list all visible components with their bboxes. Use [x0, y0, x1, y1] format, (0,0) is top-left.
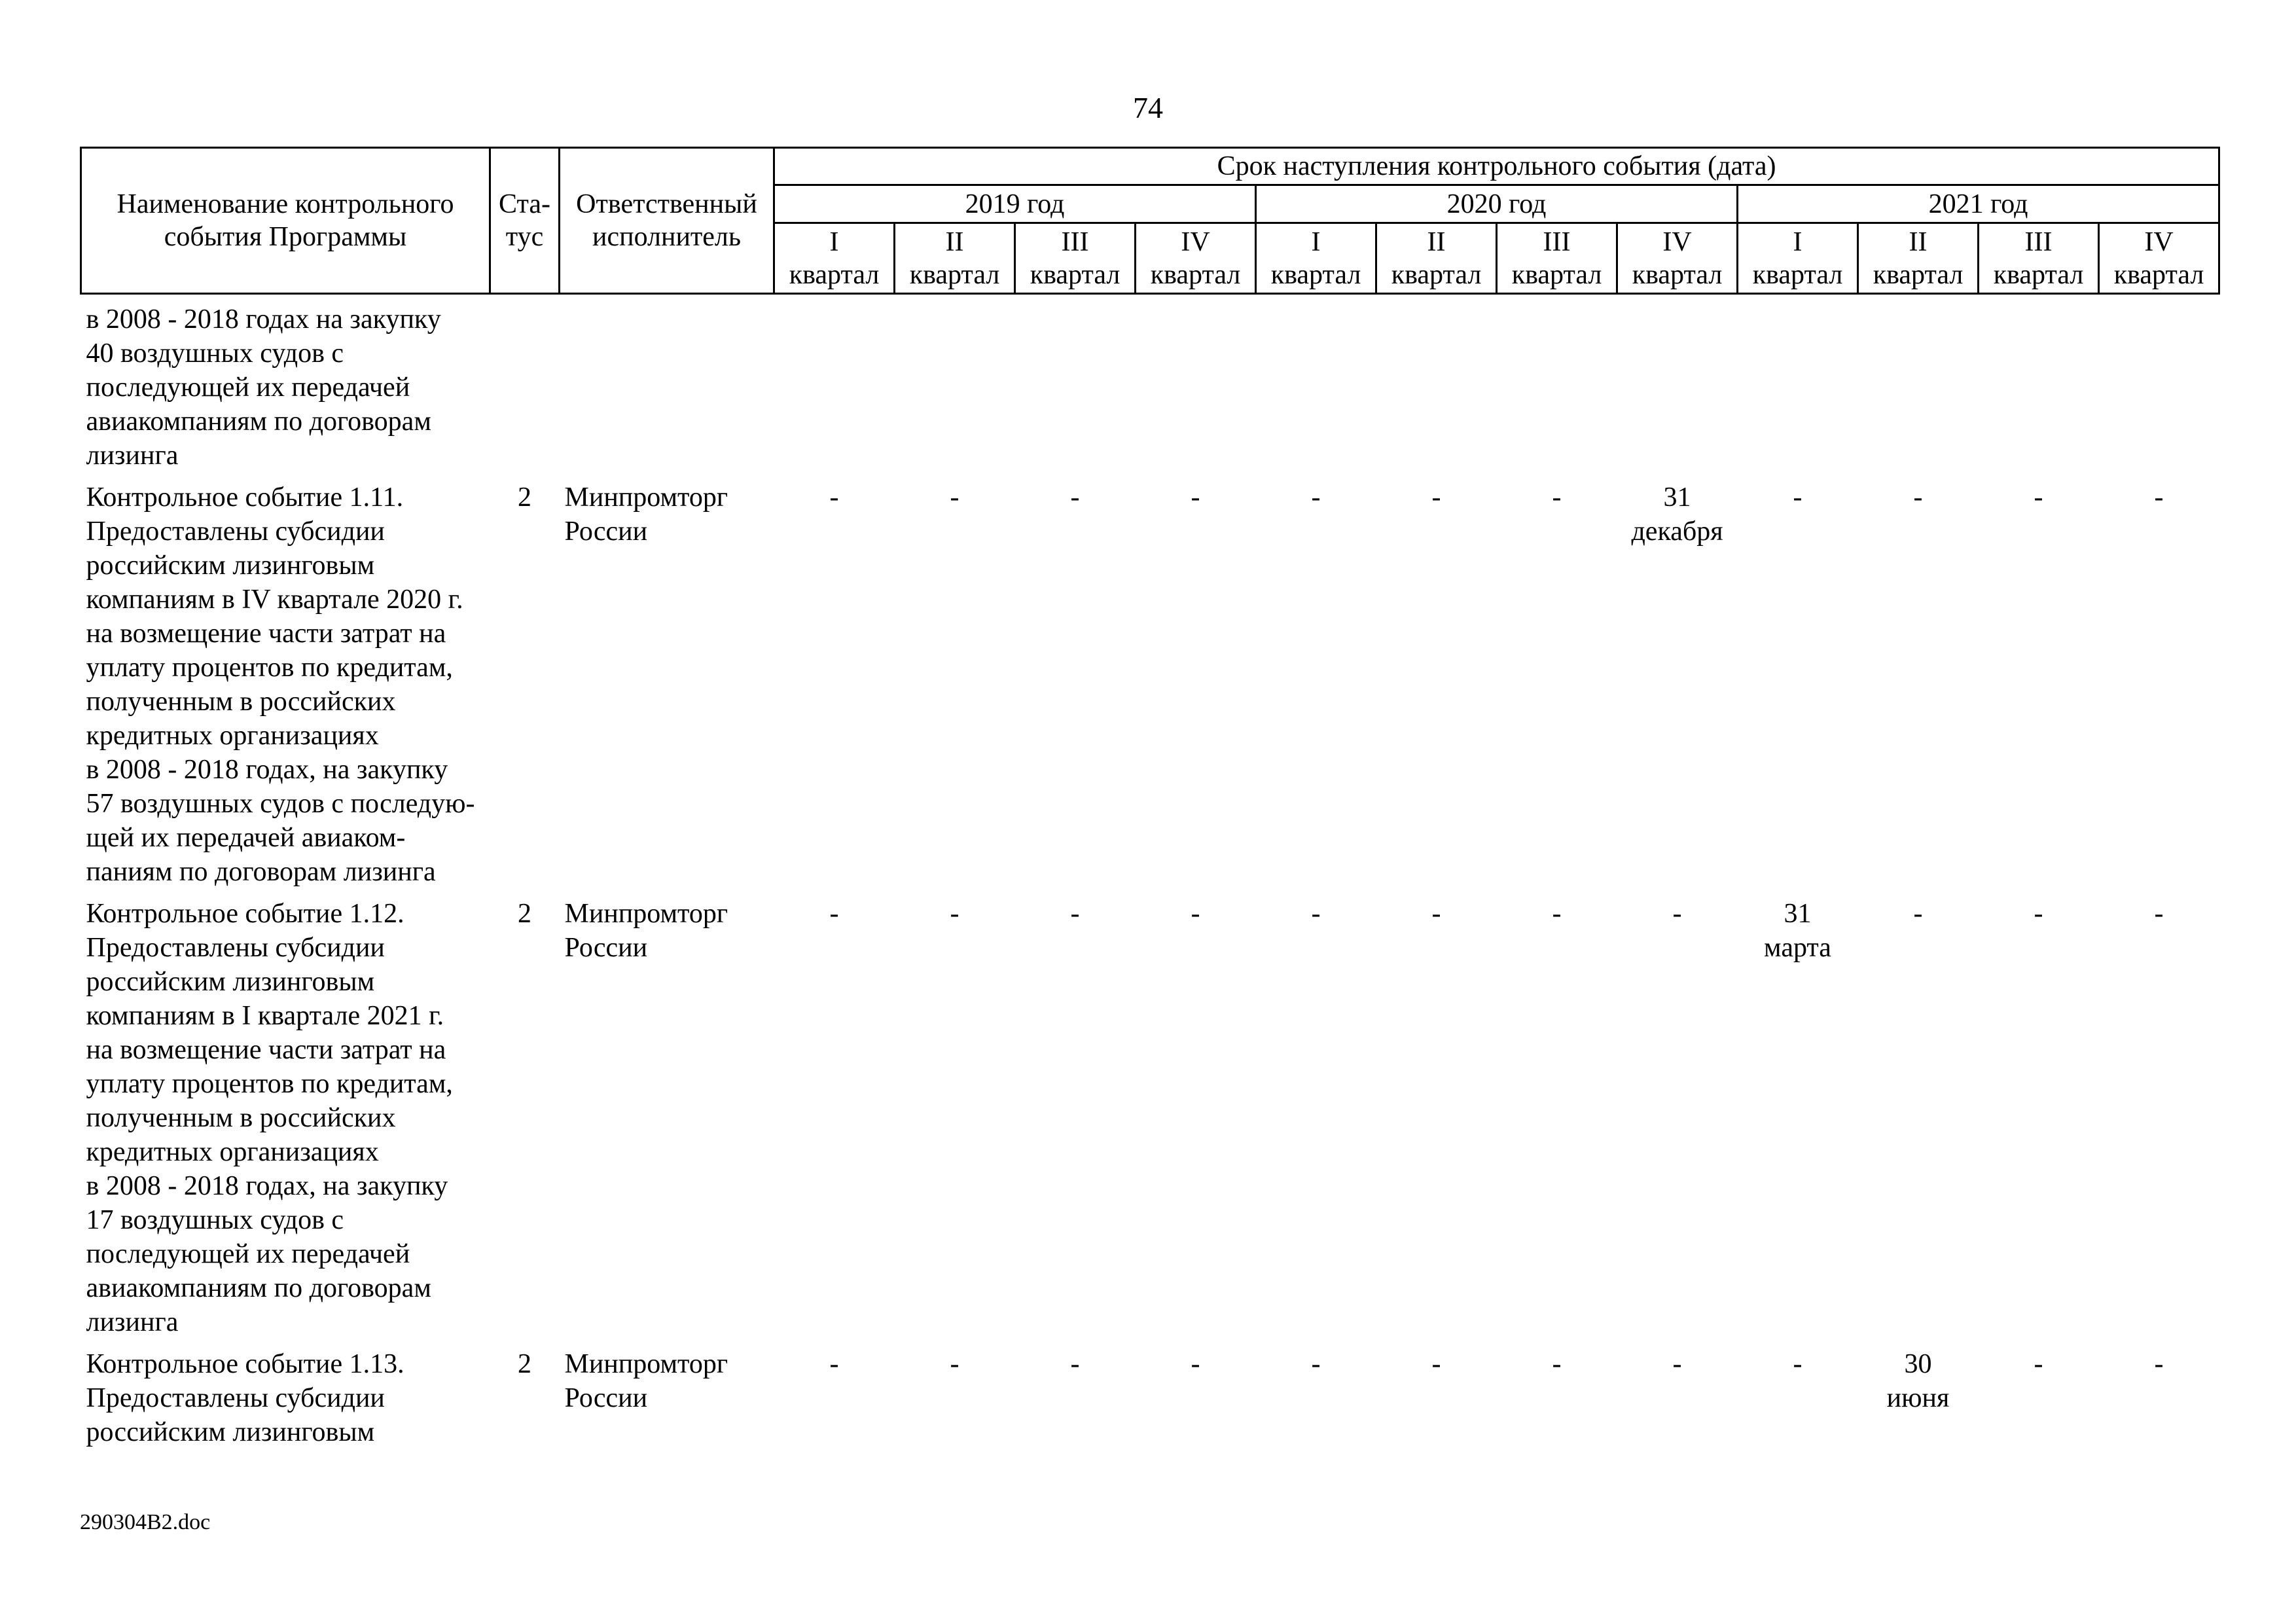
quarter-date-cell: - — [1552, 482, 1562, 513]
event-name-cell: Контрольное событие 1.11. Предоставлены … — [86, 482, 475, 887]
status-cell — [490, 294, 560, 473]
header-quarter: I квартал — [1736, 222, 1859, 295]
quarter-date-cell: - — [1913, 482, 1923, 513]
document-filename: 290304B2.doc — [80, 1510, 211, 1534]
quarter-date-cell — [1979, 294, 2099, 473]
quarter-date-cell — [1497, 294, 1617, 473]
event-name-cell: Контрольное событие 1.13. Предоставлены … — [86, 1349, 404, 1447]
quarter-date-cell: - — [1191, 1349, 1200, 1379]
quarter-date-cell: - — [1672, 899, 1682, 929]
header-quarter: I квартал — [773, 222, 895, 295]
quarter-date-cell: - — [1191, 899, 1200, 929]
status-cell: 2 — [518, 1349, 531, 1379]
header-top-row: Наименование контрольного события Програ… — [80, 147, 2221, 295]
quarter-date-cell: - — [1070, 1349, 1080, 1379]
quarter-date-cell — [1136, 294, 1256, 473]
status-cell: 2 — [518, 899, 531, 929]
header-quarter: IV квартал — [2097, 222, 2221, 295]
header-year: 2019 год — [773, 184, 1257, 224]
header-quarter: III квартал — [1977, 222, 2100, 295]
control-events-table: Наименование контрольного события Програ… — [80, 147, 2221, 1450]
table-row: Контрольное событие 1.11. Предоставлены … — [81, 473, 2219, 889]
quarter-date-cell: - — [950, 899, 960, 929]
quarter-date-cell: - — [1793, 482, 1803, 513]
quarter-date-cell: - — [1552, 899, 1562, 929]
table-row: Контрольное событие 1.12. Предоставлены … — [81, 889, 2219, 1339]
executor-cell: Минпромторг России — [564, 1349, 728, 1413]
header-quarter: II квартал — [893, 222, 1016, 295]
quarter-date-cell — [1376, 294, 1497, 473]
header-quarter: II квартал — [1857, 222, 1979, 295]
quarter-date-cell: - — [2154, 1349, 2164, 1379]
quarter-date-cell: - — [2034, 1349, 2043, 1379]
quarter-date-cell: - — [1431, 482, 1441, 513]
quarter-date-cell: - — [2154, 899, 2164, 929]
table-body: в 2008 - 2018 годах на закупку 40 воздуш… — [81, 294, 2219, 1450]
header-year: 2020 год — [1255, 184, 1738, 224]
quarter-date-cell: - — [829, 899, 839, 929]
header-date-group: Срок наступления контрольного события (д… — [772, 147, 2221, 186]
header-quarter: IV квартал — [1134, 222, 1257, 295]
quarter-date-cell: - — [2154, 482, 2164, 513]
header-quarter: I квартал — [1255, 222, 1377, 295]
quarter-date-cell: - — [1311, 482, 1321, 513]
page-number: 74 — [1133, 91, 1163, 124]
header-quarter: III квартал — [1496, 222, 1618, 295]
quarter-date-cell: 30 июня — [1886, 1349, 1950, 1413]
status-cell: 2 — [518, 482, 531, 513]
executor-cell: Минпромторг России — [564, 482, 728, 547]
quarter-date-cell: - — [1431, 1349, 1441, 1379]
table-row: в 2008 - 2018 годах на закупку 40 воздуш… — [81, 294, 2219, 473]
quarter-date-cell: - — [829, 482, 839, 513]
quarter-date-cell: - — [1070, 482, 1080, 513]
quarter-date-cell: 31 декабря — [1631, 482, 1723, 547]
quarter-date-cell: - — [2034, 482, 2043, 513]
event-name-cell: в 2008 - 2018 годах на закупку 40 воздуш… — [86, 304, 441, 471]
table-header: Наименование контрольного события Програ… — [80, 147, 2221, 295]
quarter-date-cell — [2099, 294, 2219, 473]
quarter-date-cell — [895, 294, 1015, 473]
quarter-date-cell — [1015, 294, 1136, 473]
header-year-row: 2019 год 2020 год 2021 год — [81, 184, 2221, 224]
header-quarter: IV квартал — [1616, 222, 1738, 295]
event-name-cell: Контрольное событие 1.12. Предоставлены … — [86, 899, 453, 1337]
quarter-date-cell: - — [1311, 1349, 1321, 1379]
executor-cell: Минпромторг России — [564, 899, 728, 963]
quarter-date-cell: - — [1311, 899, 1321, 929]
header-name-column: Наименование контрольного события Програ… — [80, 147, 491, 295]
header-quarter-row: I квартал II квартал III квартал IV квартал… — [81, 222, 2221, 295]
quarter-date-cell: - — [1793, 1349, 1803, 1379]
quarter-date-cell — [1858, 294, 1979, 473]
quarter-date-cell: - — [1431, 899, 1441, 929]
header-quarter: III квартал — [1014, 222, 1136, 295]
quarter-date-cell: - — [829, 1349, 839, 1379]
quarter-date-cell — [1617, 294, 1738, 473]
quarter-date-cell: - — [950, 1349, 960, 1379]
quarter-date-cell: - — [1913, 899, 1923, 929]
header-executor-column: Ответственный исполнитель — [558, 147, 775, 295]
quarter-date-cell: - — [1552, 1349, 1562, 1379]
table-row: Контрольное событие 1.13. Предоставлены … — [81, 1339, 2219, 1449]
quarter-date-cell — [774, 294, 895, 473]
header-quarter: II квартал — [1375, 222, 1498, 295]
header-status-column: Ста- тус — [489, 147, 560, 295]
quarter-date-cell: - — [1672, 1349, 1682, 1379]
executor-cell — [560, 294, 774, 473]
quarter-date-cell — [1256, 294, 1376, 473]
quarter-date-cell — [1738, 294, 1858, 473]
header-year: 2021 год — [1736, 184, 2221, 224]
quarter-date-cell: - — [1070, 899, 1080, 929]
quarter-date-cell: - — [2034, 899, 2043, 929]
quarter-date-cell: - — [950, 482, 960, 513]
quarter-date-cell: - — [1191, 482, 1200, 513]
quarter-date-cell: 31 марта — [1764, 899, 1831, 963]
